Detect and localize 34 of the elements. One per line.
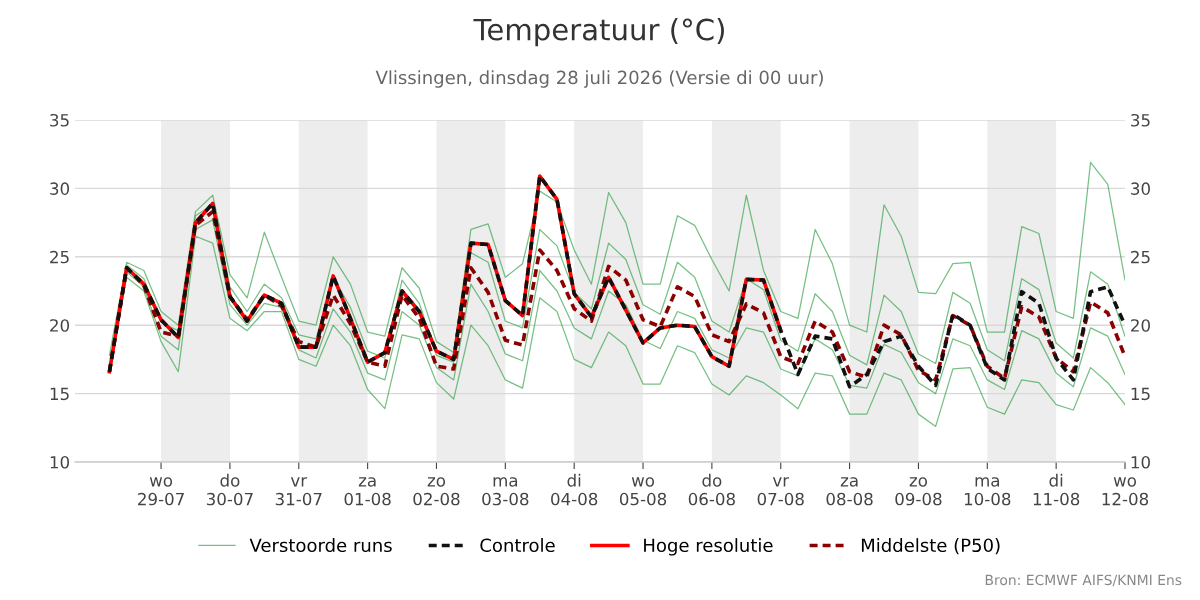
x-tick-label: ma 10-08	[964, 477, 1011, 506]
y2-tick-label: 35	[1131, 113, 1150, 127]
y2-tick-label: 30	[1131, 182, 1150, 195]
x-tick-label: za 01-08	[344, 477, 391, 506]
x-tick-label: di 11-08	[1033, 473, 1080, 506]
x-tick-label: do 30-07	[206, 473, 253, 506]
y-tick-label: 20	[50, 319, 70, 332]
y-tick-label: 10	[50, 455, 70, 469]
y-tick-label: 15	[50, 387, 69, 401]
y2-tick-label: 15	[1131, 387, 1150, 401]
legend-label: Controle	[480, 538, 555, 553]
x-tick-label: do 06-08	[688, 473, 735, 506]
y-tick-label: 30	[50, 182, 70, 195]
x-tick-label: di 04-08	[551, 473, 598, 506]
x-tick-label: za 08-08	[826, 477, 873, 506]
x-tick-label: zo 02-08	[413, 477, 460, 506]
legend-label: Verstoorde runs	[249, 538, 392, 553]
text: Bron: ECMWF AIFS/KNMI Ens	[985, 574, 1182, 587]
x-tick-label: vr 31-07	[275, 477, 322, 506]
y-tick-label: 25	[50, 250, 69, 264]
y2-tick-label: 10	[1131, 455, 1150, 469]
x-tick-label: ma 03-08	[482, 477, 529, 506]
legend-label: Hoge resolutie	[644, 538, 773, 556]
chart-title: Temperatuur (°C)	[473, 18, 724, 47]
x-tick-label: wo 05-08	[619, 477, 667, 506]
legend-label: Middelste (P50)	[861, 538, 1000, 555]
x-tick-label: wo 12-08	[1102, 477, 1149, 506]
x-tick-label: zo 09-08	[895, 477, 942, 506]
chart-subtitle: Vlissingen, dinsdag 28 juli 2026 (Versie di 00 uur)	[375, 70, 823, 88]
x-tick-label: wo 29-07	[138, 477, 184, 506]
y-tick-label: 35	[50, 113, 69, 127]
y2-tick-label: 20	[1131, 319, 1150, 332]
y2-tick-label: 25	[1131, 250, 1150, 264]
x-tick-label: vr 07-08	[757, 477, 804, 506]
